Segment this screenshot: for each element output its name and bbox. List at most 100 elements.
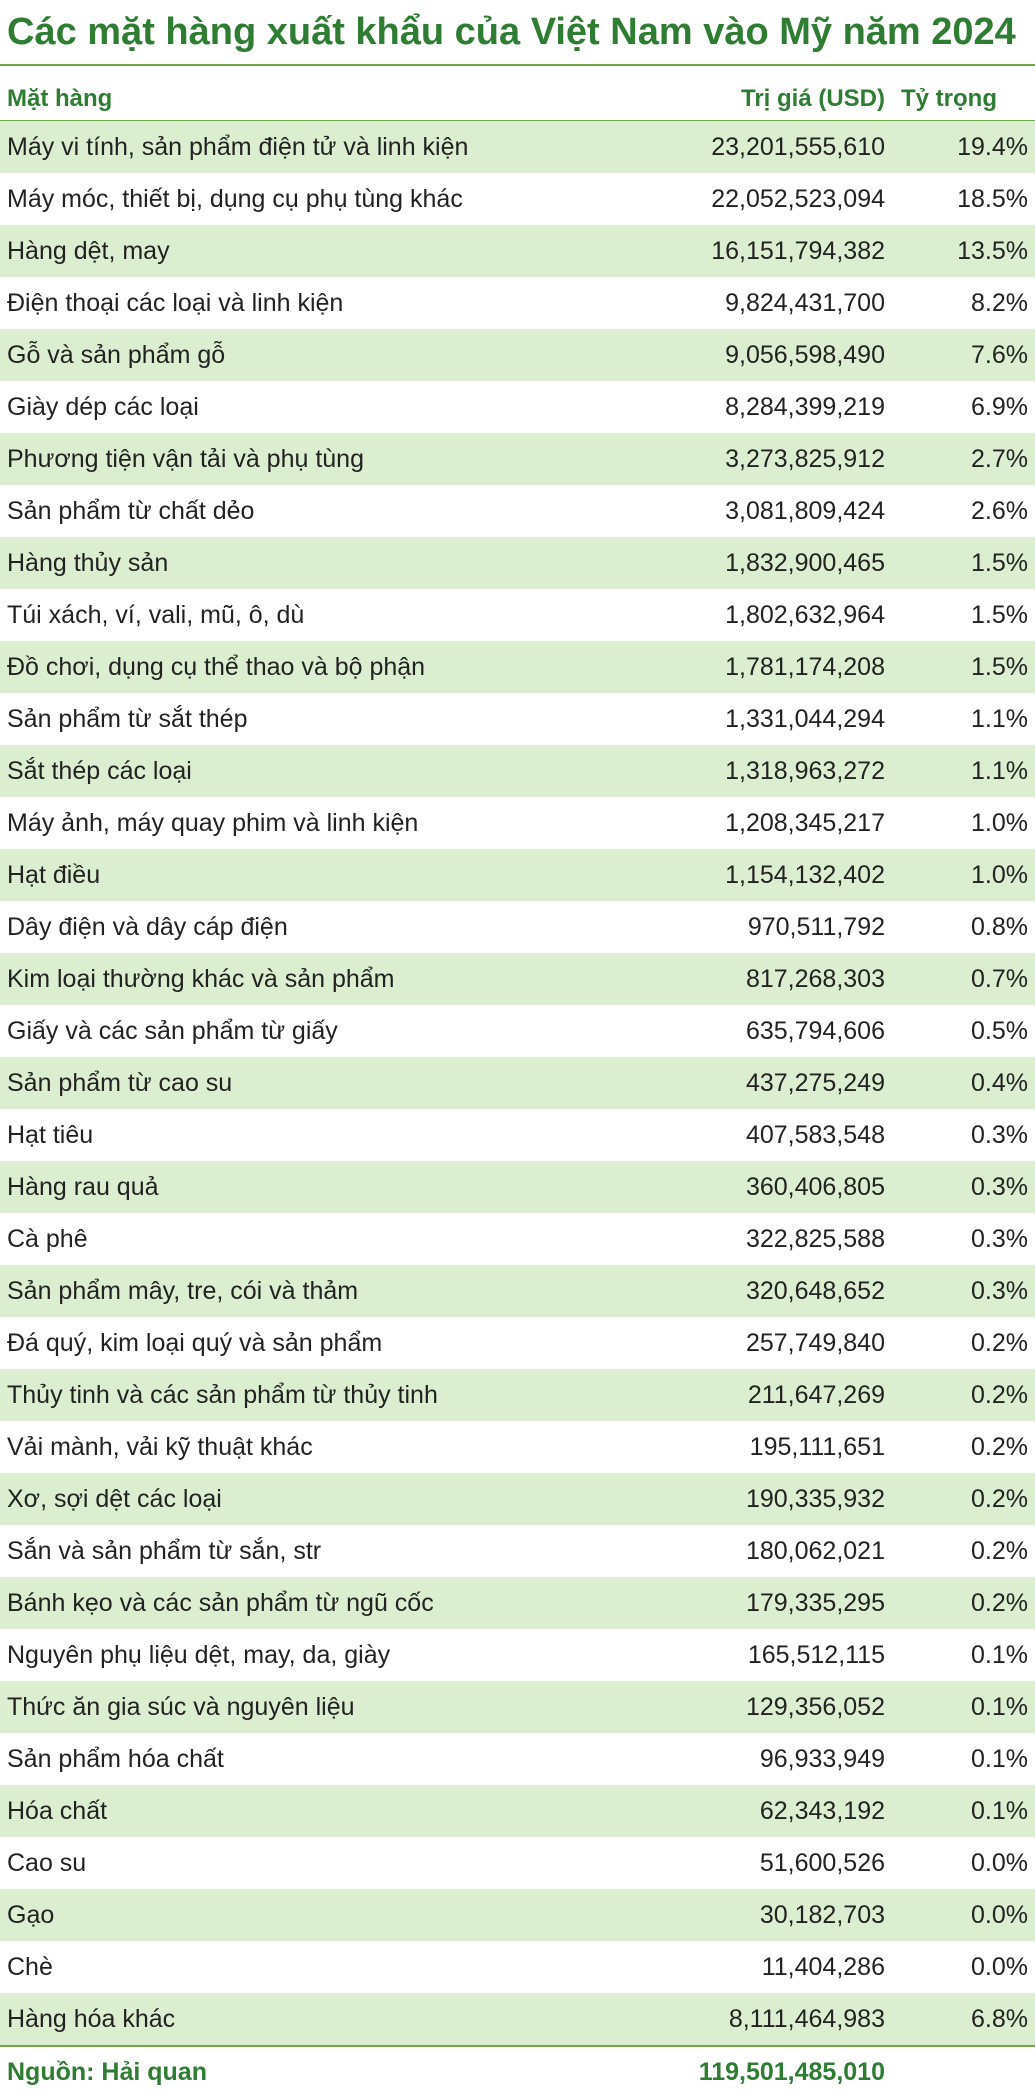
table-row: Điện thoại các loại và linh kiện 9,824,43… <box>0 277 1035 329</box>
table-row: Sản phẩm hóa chất 96,933,949 0.1% <box>0 1733 1035 1785</box>
row-item-name: Cao su <box>7 1849 87 1877</box>
row-item-name: Sắt thép các loại <box>7 757 192 785</box>
row-item-value: 8,111,464,983 <box>728 2005 885 2033</box>
row-item-name: Cà phê <box>7 1225 88 1253</box>
table-row: Hóa chất 62,343,192 0.1% <box>0 1785 1035 1837</box>
row-item-name: Hàng hóa khác <box>7 2005 176 2033</box>
table-body: Máy vi tính, sản phẩm điện tử và linh ki… <box>0 121 1035 2045</box>
row-item-share: 1.5% <box>971 653 1028 681</box>
row-item-name: Hàng thủy sản <box>7 549 169 577</box>
row-item-name: Gỗ và sản phẩm gỗ <box>7 341 226 369</box>
row-item-share: 0.0% <box>971 1901 1028 1929</box>
row-item-name: Gạo <box>7 1901 55 1929</box>
row-item-value: 129,356,052 <box>745 1693 885 1721</box>
page-title: Các mặt hàng xuất khẩu của Việt Nam vào … <box>7 11 1016 53</box>
table-row: Cao su 51,600,526 0.0% <box>0 1837 1035 1889</box>
row-item-value: 3,273,825,912 <box>725 445 885 473</box>
row-item-share: 7.6% <box>971 341 1028 369</box>
table-row: Dây điện và dây cáp điện 970,511,792 0.8% <box>0 901 1035 953</box>
row-item-share: 18.5% <box>957 185 1028 213</box>
row-item-name: Chè <box>7 1953 53 1981</box>
row-item-name: Xơ, sợi dệt các loại <box>7 1485 222 1513</box>
row-item-name: Điện thoại các loại và linh kiện <box>7 289 344 317</box>
table-row: Xơ, sợi dệt các loại 190,335,932 0.2% <box>0 1473 1035 1525</box>
row-item-value: 190,335,932 <box>745 1485 885 1513</box>
row-item-share: 0.5% <box>971 1017 1028 1045</box>
table-row: Cà phê 322,825,588 0.3% <box>0 1213 1035 1265</box>
table-row: Hàng dệt, may 16,151,794,382 13.5% <box>0 225 1035 277</box>
row-item-share: 0.2% <box>971 1537 1028 1565</box>
row-item-share: 19.4% <box>957 133 1028 161</box>
row-item-value: 16,151,794,382 <box>711 237 885 265</box>
row-item-name: Đá quý, kim loại quý và sản phẩm <box>7 1329 383 1357</box>
table-row: Hàng hóa khác 8,111,464,983 6.8% <box>0 1993 1035 2045</box>
row-item-name: Túi xách, ví, vali, mũ, ô, dù <box>7 601 305 629</box>
row-item-value: 1,208,345,217 <box>725 809 885 837</box>
table-row: Giày dép các loại 8,284,399,219 6.9% <box>0 381 1035 433</box>
row-item-name: Máy ảnh, máy quay phim và linh kiện <box>7 809 419 837</box>
row-item-share: 8.2% <box>971 289 1028 317</box>
row-item-name: Máy vi tính, sản phẩm điện tử và linh ki… <box>7 133 469 161</box>
row-item-value: 1,832,900,465 <box>725 549 885 577</box>
row-item-share: 0.2% <box>971 1589 1028 1617</box>
table-row: Thức ăn gia súc và nguyên liệu 129,356,05… <box>0 1681 1035 1733</box>
table-row: Túi xách, ví, vali, mũ, ô, dù 1,802,632,9… <box>0 589 1035 641</box>
row-item-value: 970,511,792 <box>747 913 885 941</box>
table-footer: Nguồn: Hải quan 119,501,485,010 <box>0 2045 1035 2099</box>
row-item-value: 180,062,021 <box>745 1537 885 1565</box>
row-item-value: 437,275,249 <box>745 1069 885 1097</box>
row-item-value: 360,406,805 <box>745 1173 885 1201</box>
row-item-name: Nguyên phụ liệu dệt, may, da, giày <box>7 1641 391 1669</box>
row-item-value: 635,794,606 <box>745 1017 885 1045</box>
table-row: Gạo 30,182,703 0.0% <box>0 1889 1035 1941</box>
row-item-name: Giày dép các loại <box>7 393 199 421</box>
row-item-value: 195,111,651 <box>749 1433 885 1461</box>
row-item-name: Giấy và các sản phẩm từ giấy <box>7 1017 338 1045</box>
row-item-name: Thức ăn gia súc và nguyên liệu <box>7 1693 355 1721</box>
table-row: Đồ chơi, dụng cụ thể thao và bộ phận 1,78… <box>0 641 1035 693</box>
row-item-value: 1,802,632,964 <box>725 601 885 629</box>
table-row: Sắt thép các loại 1,318,963,272 1.1% <box>0 745 1035 797</box>
row-item-share: 0.2% <box>971 1433 1028 1461</box>
row-item-share: 0.2% <box>971 1381 1028 1409</box>
row-item-name: Thủy tinh và các sản phẩm từ thủy tinh <box>7 1381 438 1409</box>
row-item-share: 0.8% <box>971 913 1028 941</box>
row-item-value: 51,600,526 <box>759 1849 885 1877</box>
table-row: Sản phẩm từ cao su 437,275,249 0.4% <box>0 1057 1035 1109</box>
row-item-share: 0.1% <box>971 1641 1028 1669</box>
row-item-share: 0.2% <box>971 1329 1028 1357</box>
table-row: Hàng rau quả 360,406,805 0.3% <box>0 1161 1035 1213</box>
table-row: Hạt tiêu 407,583,548 0.3% <box>0 1109 1035 1161</box>
table-row: Hàng thủy sản 1,832,900,465 1.5% <box>0 537 1035 589</box>
table-row: Máy móc, thiết bị, dụng cụ phụ tùng khác… <box>0 173 1035 225</box>
row-item-value: 62,343,192 <box>759 1797 885 1825</box>
total-value: 119,501,485,010 <box>698 2058 885 2086</box>
row-item-share: 0.7% <box>971 965 1028 993</box>
table-row: Sản phẩm từ sắt thép 1,331,044,294 1.1% <box>0 693 1035 745</box>
row-item-name: Sản phẩm mây, tre, cói và thảm <box>7 1277 359 1305</box>
row-item-name: Kim loại thường khác và sản phẩm <box>7 965 395 993</box>
row-item-value: 1,154,132,402 <box>725 861 885 889</box>
title-divider <box>0 64 1035 66</box>
table-row: Máy vi tính, sản phẩm điện tử và linh ki… <box>0 121 1035 173</box>
row-item-share: 13.5% <box>957 237 1028 265</box>
column-header-share: Tỷ trọng <box>901 85 997 112</box>
table-row: Máy ảnh, máy quay phim và linh kiện 1,208… <box>0 797 1035 849</box>
row-item-share: 1.0% <box>971 809 1028 837</box>
row-item-value: 817,268,303 <box>745 965 885 993</box>
row-item-value: 9,056,598,490 <box>725 341 885 369</box>
row-item-name: Sản phẩm từ cao su <box>7 1069 233 1097</box>
table-row: Gỗ và sản phẩm gỗ 9,056,598,490 7.6% <box>0 329 1035 381</box>
row-item-name: Sản phẩm từ chất dẻo <box>7 497 255 525</box>
row-item-share: 0.1% <box>971 1693 1028 1721</box>
row-item-share: 0.1% <box>971 1745 1028 1773</box>
row-item-value: 322,825,588 <box>745 1225 885 1253</box>
row-item-value: 11,404,286 <box>761 1953 885 1981</box>
row-item-share: 0.3% <box>971 1225 1028 1253</box>
row-item-share: 1.1% <box>971 757 1028 785</box>
row-item-share: 0.0% <box>971 1953 1028 1981</box>
row-item-share: 2.7% <box>971 445 1028 473</box>
row-item-share: 0.0% <box>971 1849 1028 1877</box>
row-item-value: 22,052,523,094 <box>711 185 885 213</box>
row-item-value: 179,335,295 <box>745 1589 885 1617</box>
